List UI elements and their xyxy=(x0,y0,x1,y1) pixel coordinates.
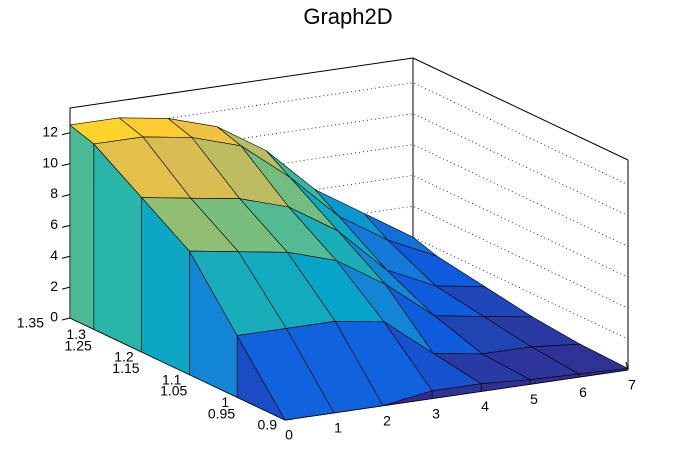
x-tick-label: 5 xyxy=(530,391,538,407)
x-tick-label: 6 xyxy=(579,384,587,400)
z-tick xyxy=(61,317,71,321)
x-tick-label: 2 xyxy=(383,412,391,428)
z-tick-label: 2 xyxy=(50,278,58,294)
y-tick-label: 1.05 xyxy=(160,383,187,399)
y-tick-label: 1.35 xyxy=(17,315,44,331)
surface-wall xyxy=(284,412,335,421)
z-tick xyxy=(61,286,71,290)
chart-title: Graph2D xyxy=(303,4,392,29)
y-tick-label: 1.25 xyxy=(65,337,92,353)
z-tick-label: 4 xyxy=(50,247,58,263)
z-tick-label: 0 xyxy=(50,309,58,325)
surface-wall xyxy=(69,124,95,330)
surface-wall xyxy=(382,390,433,406)
y-tick-label: 1 xyxy=(221,394,229,410)
x-tick-label: 0 xyxy=(285,427,293,443)
z-tick xyxy=(61,163,71,167)
z-tick xyxy=(61,132,71,136)
y-tick-label: 1.15 xyxy=(112,360,139,376)
x-tick-label: 4 xyxy=(481,398,489,414)
x-tick-label: 7 xyxy=(628,377,636,393)
z-tick-label: 12 xyxy=(42,123,58,139)
y-tick-label: 1.2 xyxy=(114,349,134,365)
z-tick-label: 10 xyxy=(42,154,58,170)
box-edge xyxy=(69,57,414,109)
surface-wall xyxy=(333,405,384,414)
x-tick-label: 3 xyxy=(432,405,440,421)
z-tick-label: 8 xyxy=(50,185,58,201)
z-tick xyxy=(61,193,71,197)
box-edge xyxy=(412,57,629,161)
z-tick xyxy=(61,255,71,259)
y-tick-label: 1.3 xyxy=(66,326,86,342)
z-tick-label: 6 xyxy=(50,216,58,232)
x-tick-label: 1 xyxy=(334,420,342,436)
z-tick xyxy=(61,224,71,228)
y-tick-label: 0.9 xyxy=(258,417,278,433)
y-tick-label: 0.95 xyxy=(208,405,235,421)
y-tick-label: 1.1 xyxy=(162,371,182,387)
